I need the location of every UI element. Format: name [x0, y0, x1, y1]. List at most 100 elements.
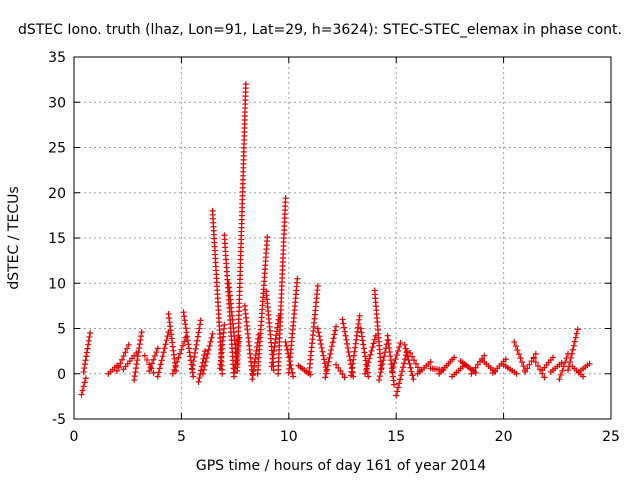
data-point	[550, 354, 557, 361]
data-point	[131, 373, 138, 380]
data-point	[186, 349, 193, 356]
data-point	[174, 358, 181, 365]
x-tick-label: 10	[280, 429, 298, 445]
data-point	[82, 357, 89, 364]
data-point	[391, 381, 398, 388]
data-point	[345, 349, 352, 356]
data-point	[155, 369, 162, 376]
data-point	[178, 346, 185, 353]
data-point	[333, 323, 340, 330]
data-point	[360, 341, 367, 348]
data-point	[401, 360, 408, 367]
data-point	[321, 356, 328, 363]
data-point	[157, 361, 164, 368]
data-point	[339, 316, 346, 323]
data-point	[189, 366, 196, 373]
data-point	[122, 349, 129, 356]
data-point	[512, 343, 519, 350]
x-axis-ticks: 0 5 10 15 20 25	[70, 57, 620, 445]
data-point	[221, 321, 228, 328]
data-point	[86, 333, 93, 340]
data-point	[141, 352, 148, 359]
data-point	[84, 345, 91, 352]
data-point	[197, 317, 204, 324]
data-point	[207, 338, 214, 345]
data-point	[85, 337, 92, 344]
data-point	[85, 341, 92, 348]
data-point	[205, 346, 212, 353]
data-point	[343, 336, 350, 343]
data-point	[524, 365, 531, 372]
data-point	[83, 353, 90, 360]
data-point	[195, 329, 202, 336]
data-point	[414, 364, 421, 371]
data-point	[138, 333, 145, 340]
data-point	[333, 361, 340, 368]
data-point	[119, 356, 126, 363]
data-point	[162, 341, 169, 348]
data-point	[182, 325, 189, 332]
data-point	[401, 356, 408, 363]
data-point	[171, 366, 178, 373]
data-point	[179, 342, 186, 349]
data-point	[526, 361, 533, 368]
data-point	[339, 371, 346, 378]
data-point	[405, 357, 412, 364]
data-point	[344, 340, 351, 347]
data-point	[568, 350, 575, 357]
data-point	[192, 349, 199, 356]
data-point	[159, 353, 166, 360]
data-point	[572, 334, 579, 341]
data-point	[397, 339, 404, 346]
data-point	[474, 361, 481, 368]
data-point	[181, 338, 188, 345]
data-point	[318, 344, 325, 351]
data-point	[202, 348, 209, 355]
data-point	[560, 363, 567, 370]
data-point	[190, 373, 197, 380]
data-point	[192, 345, 199, 352]
data-point	[520, 363, 527, 370]
data-point	[515, 351, 522, 358]
chart-title: dSTEC Iono. truth (lhaz, Lon=91, Lat=29,…	[18, 22, 622, 38]
data-point	[150, 356, 157, 363]
data-point	[83, 349, 90, 356]
data-point	[136, 345, 143, 352]
data-point	[573, 330, 580, 337]
data-point	[169, 370, 176, 377]
y-tick-label: 30	[48, 95, 66, 111]
data-point	[172, 362, 179, 369]
data-point	[87, 330, 94, 337]
data-point	[502, 356, 509, 363]
data-point	[370, 340, 377, 347]
data-point	[317, 340, 324, 347]
x-tick-label: 0	[70, 429, 79, 445]
data-point	[366, 355, 373, 362]
data-point	[412, 360, 419, 367]
data-point	[176, 350, 183, 357]
data-point	[175, 354, 182, 361]
data-point	[586, 360, 593, 367]
data-point	[198, 363, 205, 370]
data-point	[359, 337, 366, 344]
data-point	[194, 333, 201, 340]
data-point	[184, 337, 191, 344]
data-point	[522, 368, 529, 375]
data-point	[341, 328, 348, 335]
data-point	[558, 359, 565, 366]
data-point	[344, 344, 351, 351]
data-point	[242, 81, 249, 88]
data-point	[392, 356, 399, 363]
data-point	[154, 373, 161, 380]
data-point	[78, 391, 85, 398]
data-point	[206, 342, 213, 349]
data-point	[131, 377, 138, 384]
x-tick-label: 5	[177, 429, 186, 445]
data-point	[411, 357, 418, 364]
data-point	[208, 334, 215, 341]
data-point	[180, 309, 187, 316]
data-point	[365, 359, 372, 366]
data-point	[514, 347, 521, 354]
data-point	[397, 376, 404, 383]
data-point	[557, 371, 564, 378]
